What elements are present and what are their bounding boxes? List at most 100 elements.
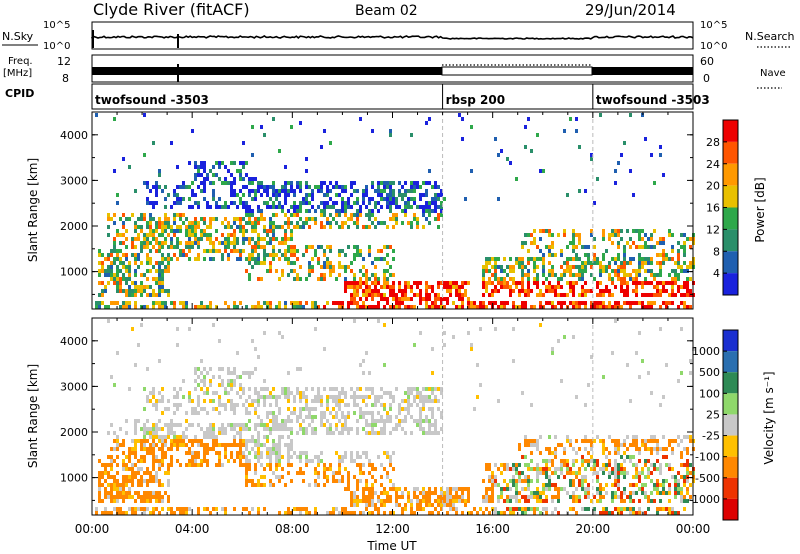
heatmap-cell — [116, 499, 119, 503]
heatmap-cell — [218, 395, 221, 399]
heatmap-cell — [218, 339, 221, 343]
heatmap-cell — [302, 427, 305, 431]
heatmap-cell — [167, 407, 170, 411]
heatmap-cell — [644, 475, 647, 479]
heatmap-cell — [359, 281, 362, 285]
heatmap-cell — [311, 205, 314, 209]
heatmap-cell — [407, 281, 410, 285]
heatmap-cell — [674, 269, 677, 273]
heatmap-cell — [161, 277, 164, 281]
nsky-trace — [91, 30, 694, 48]
heatmap-cell — [308, 217, 311, 221]
heatmap-cell — [362, 399, 365, 403]
heatmap-cell — [272, 237, 275, 241]
heatmap-cell — [215, 451, 218, 455]
heatmap-cell — [233, 439, 236, 443]
heatmap-cell — [209, 379, 212, 383]
heatmap-cell — [476, 511, 479, 515]
heatmap-cell — [269, 301, 272, 305]
heatmap-cell — [404, 281, 407, 285]
heatmap-cell — [512, 281, 515, 285]
heatmap-cell — [353, 289, 356, 293]
heatmap-cell — [434, 205, 437, 209]
heatmap-cell — [113, 459, 116, 463]
heatmap-cell — [251, 439, 254, 443]
heatmap-cell — [284, 483, 287, 487]
heatmap-cell — [599, 113, 602, 117]
heatmap-cell — [641, 467, 644, 471]
heatmap-cell — [671, 269, 674, 273]
heatmap-cell — [536, 475, 539, 479]
heatmap-cell — [173, 411, 176, 415]
heatmap-cell — [212, 249, 215, 253]
heatmap-cell — [254, 367, 257, 371]
heatmap-cell — [371, 483, 374, 487]
heatmap-cell — [428, 423, 431, 427]
heatmap-cell — [101, 511, 104, 515]
heatmap-cell — [161, 451, 164, 455]
heatmap-cell — [320, 145, 323, 149]
heatmap-cell — [116, 289, 119, 293]
heatmap-cell — [143, 217, 146, 221]
heatmap-cell — [440, 213, 443, 217]
heatmap-cell — [314, 467, 317, 471]
heatmap-cell — [209, 241, 212, 245]
heatmap-cell — [533, 269, 536, 273]
heatmap-cell — [500, 511, 503, 515]
heatmap-cell — [488, 475, 491, 479]
heatmap-cell — [635, 439, 638, 443]
heatmap-cell — [548, 229, 551, 233]
heatmap-cell — [470, 305, 473, 309]
heatmap-cell — [380, 205, 383, 209]
heatmap-cell — [332, 479, 335, 483]
heatmap-cell — [161, 257, 164, 261]
heatmap-cell — [206, 205, 209, 209]
heatmap-cell — [425, 305, 428, 309]
heatmap-cell — [218, 427, 221, 431]
heatmap-cell — [572, 241, 575, 245]
heatmap-cell — [200, 301, 203, 305]
heatmap-cell — [269, 459, 272, 463]
heatmap-cell — [257, 435, 260, 439]
heatmap-cell — [371, 387, 374, 391]
heatmap-cell — [416, 185, 419, 189]
heatmap-cell — [194, 411, 197, 415]
heatmap-cell — [305, 201, 308, 205]
heatmap-cell — [203, 447, 206, 451]
heatmap-cell — [287, 451, 290, 455]
heatmap-cell — [287, 387, 290, 391]
heatmap-cell — [497, 257, 500, 261]
heatmap-cell — [443, 343, 446, 347]
heatmap-cell — [302, 221, 305, 225]
heatmap-cell — [671, 451, 674, 455]
heatmap-cell — [500, 463, 503, 467]
heatmap-cell — [341, 197, 344, 201]
heatmap-cell — [224, 165, 227, 169]
heatmap-cell — [434, 293, 437, 297]
heatmap-cell — [326, 395, 329, 399]
heatmap-cell — [395, 221, 398, 225]
heatmap-cell — [437, 285, 440, 289]
heatmap-cell — [167, 261, 170, 265]
heatmap-cell — [260, 475, 263, 479]
heatmap-cell — [662, 241, 665, 245]
heatmap-cell — [518, 491, 521, 495]
heatmap-cell — [392, 289, 395, 293]
heatmap-cell — [527, 443, 530, 447]
heatmap-cell — [563, 475, 566, 479]
heatmap-cell — [95, 305, 98, 309]
heatmap-cell — [140, 475, 143, 479]
heatmap-cell — [188, 197, 191, 201]
heatmap-cell — [425, 181, 428, 185]
heatmap-cell — [644, 491, 647, 495]
heatmap-cell — [278, 443, 281, 447]
heatmap-cell — [206, 507, 209, 511]
heatmap-cell — [593, 495, 596, 499]
heatmap-cell — [131, 213, 134, 217]
heatmap-cell — [278, 435, 281, 439]
heatmap-cell — [572, 507, 575, 511]
heatmap-cell — [110, 301, 113, 305]
heatmap-cell — [401, 495, 404, 499]
y-tick-label: 2000 — [60, 220, 88, 233]
heatmap-cell — [263, 253, 266, 257]
